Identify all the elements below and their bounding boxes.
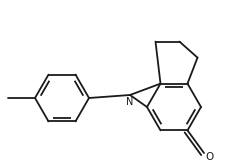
Text: N: N	[126, 97, 134, 107]
Text: O: O	[205, 152, 213, 162]
